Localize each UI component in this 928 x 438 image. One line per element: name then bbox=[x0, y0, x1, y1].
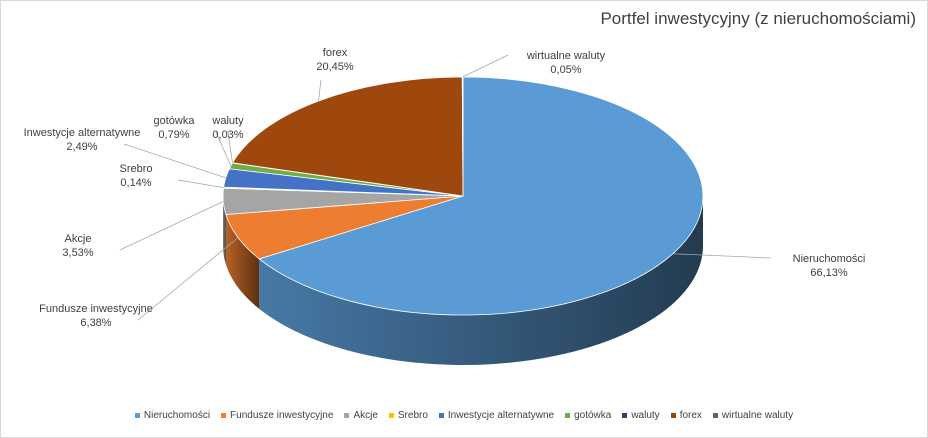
legend-label-5: gotówka bbox=[574, 410, 612, 421]
legend-swatch-5 bbox=[565, 413, 571, 418]
data-label-name-3: Srebro bbox=[119, 163, 152, 175]
legend-item-6: waluty bbox=[622, 410, 660, 421]
data-label-value-7: 20,45% bbox=[316, 61, 354, 73]
leader-line-1 bbox=[137, 237, 239, 321]
legend-label-2: Akcje bbox=[353, 410, 378, 421]
leader-line-7 bbox=[318, 79, 322, 102]
data-label-name-2: Akcje bbox=[65, 233, 92, 245]
legend-label-1: Fundusze inwestycyjne bbox=[230, 410, 334, 421]
data-label-value-8: 0,05% bbox=[550, 64, 581, 76]
data-label-value-0: 66,13% bbox=[810, 267, 848, 279]
data-label-name-5: gotówka bbox=[154, 115, 196, 127]
data-label-name-6: waluty bbox=[211, 115, 244, 127]
legend-item-4: Inwestycje alternatywne bbox=[438, 410, 555, 421]
legend-label-4: Inwestycje alternatywne bbox=[447, 410, 555, 421]
legend-label-8: wirtualne waluty bbox=[721, 410, 794, 421]
leader-line-3 bbox=[177, 179, 224, 189]
data-label-value-5: 0,79% bbox=[158, 129, 189, 141]
legend-item-3: Srebro bbox=[388, 410, 428, 421]
chart-legend: Nieruchomości Fundusze inwestycyjne Akcje S… bbox=[0, 410, 928, 421]
chart-title: Portfel inwestycyjny (z nieruchomościami… bbox=[600, 9, 916, 28]
pie-side-0 bbox=[259, 196, 703, 365]
data-label-value-4: 2,49% bbox=[66, 141, 97, 153]
legend-item-2: Akcje bbox=[344, 410, 378, 421]
pie-side-1 bbox=[225, 214, 260, 309]
legend-swatch-3 bbox=[388, 413, 394, 418]
legend-swatch-7 bbox=[670, 413, 676, 418]
data-label-name-0: Nieruchomości bbox=[793, 253, 866, 265]
legend-label-6: waluty bbox=[631, 410, 660, 421]
data-label-value-3: 0,14% bbox=[120, 177, 151, 189]
legend-label-7: forex bbox=[679, 410, 702, 421]
data-labels: Nieruchomości 66,13% Fundusze inwestycyjne… bbox=[24, 47, 866, 329]
leader-line-8 bbox=[462, 54, 509, 78]
data-label-value-6: 0,03% bbox=[212, 129, 243, 141]
leader-line-2 bbox=[119, 201, 224, 251]
leader-line-0 bbox=[672, 253, 772, 259]
data-label-name-8: wirtualne waluty bbox=[526, 50, 606, 62]
legend-item-7: forex bbox=[670, 410, 702, 421]
data-label-name-1: Fundusze inwestycyjne bbox=[39, 303, 153, 315]
pie-slice-7[interactable] bbox=[231, 76, 464, 197]
data-label-name-4: Inwestycje alternatywne bbox=[24, 127, 141, 139]
data-label-value-1: 6,38% bbox=[80, 317, 111, 329]
legend-item-8: wirtualne waluty bbox=[712, 410, 794, 421]
data-label-value-2: 3,53% bbox=[62, 247, 93, 259]
leader-line-5 bbox=[215, 131, 232, 167]
legend-item-5: gotówka bbox=[565, 410, 611, 421]
legend-swatch-4 bbox=[438, 413, 444, 418]
pie-slice-0[interactable] bbox=[258, 76, 704, 316]
legend-swatch-0 bbox=[134, 413, 140, 418]
leader-line-4 bbox=[123, 143, 226, 179]
legend-item-0: Nieruchomości bbox=[134, 410, 211, 421]
legend-swatch-8 bbox=[712, 413, 718, 418]
data-label-name-7: forex bbox=[323, 47, 348, 59]
legend-swatch-6 bbox=[622, 413, 628, 418]
legend-swatch-2 bbox=[344, 413, 350, 418]
legend-item-1: Fundusze inwestycyjne bbox=[221, 410, 333, 421]
legend-label-3: Srebro bbox=[397, 410, 428, 421]
legend-label-0: Nieruchomości bbox=[143, 410, 211, 421]
leader-line-6 bbox=[227, 131, 233, 163]
legend-swatch-1 bbox=[221, 413, 227, 418]
pie-slices bbox=[222, 76, 704, 316]
